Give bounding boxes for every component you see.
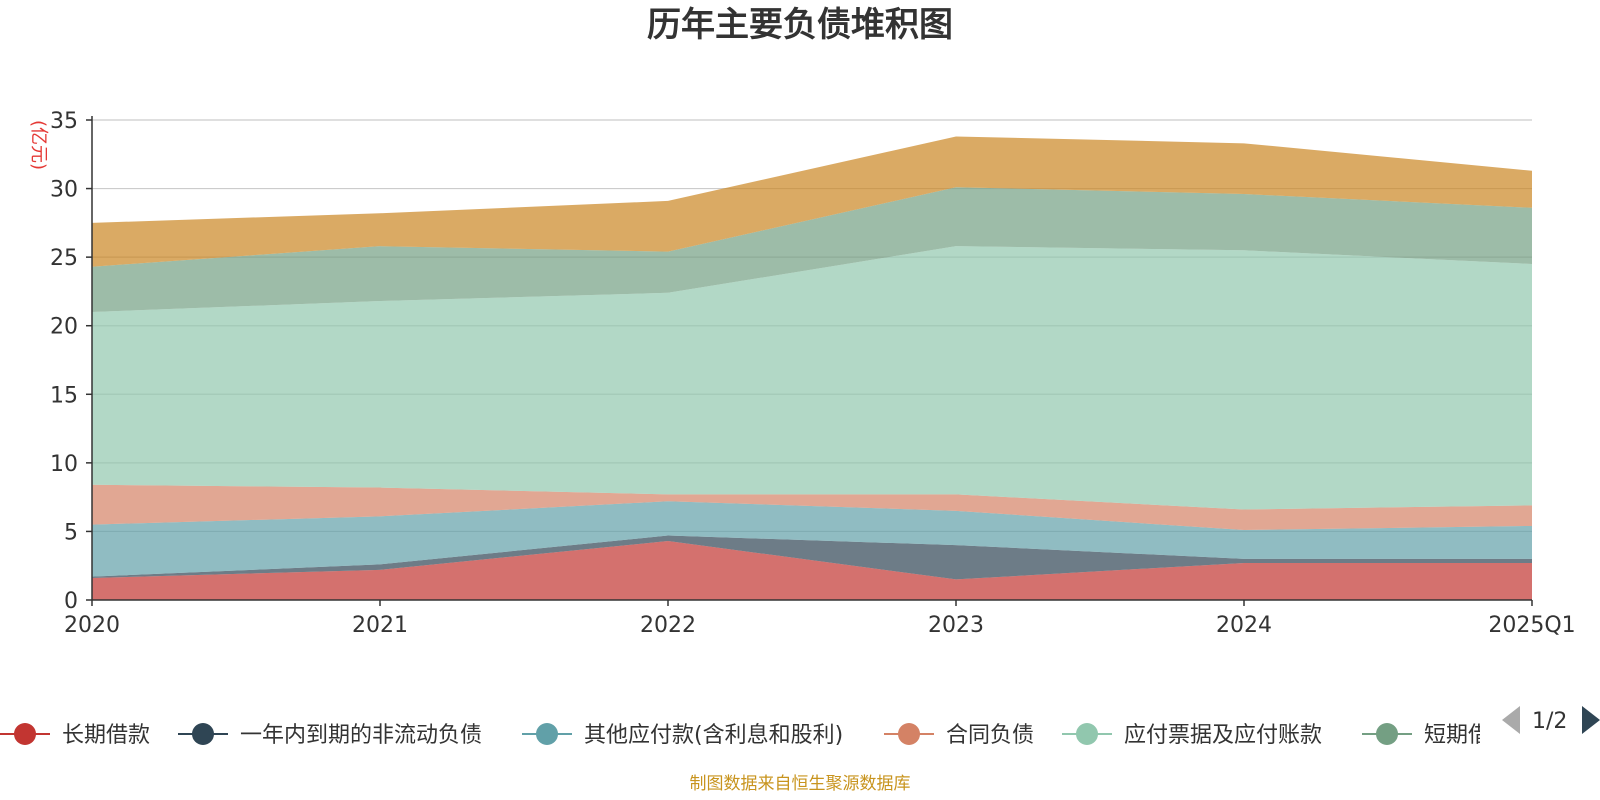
y-tick-label: 25 [50,246,78,271]
legend-page-indicator: 1/2 [1532,709,1567,734]
series-area-2 [92,501,1532,577]
axes: 0 5 10 15 20 25 30 35 2020 2021 2022 2023 2024 2025Q1 [50,109,1576,638]
legend-item[interactable]: 长期借款 [0,723,150,748]
legend-items: 长期借款 一年内到期的非流动负债 其他应付款(含利息和股利) 合同负债 应付票据及应付账… [0,723,1512,748]
legend-marker-icon [536,723,558,745]
series-area-4 [92,246,1532,510]
x-tick-label: 2025Q1 [1488,613,1575,638]
legend-label: 其他应付款(含利息和股利) [584,723,843,748]
x-tick-label: 2021 [352,613,408,638]
legend-next-page-icon[interactable] [1582,706,1600,734]
legend-label: 应付票据及应付账款 [1124,723,1322,748]
legend-marker-icon [898,723,920,745]
series-areas [92,136,1532,600]
legend-item[interactable]: 短期借款 [1362,723,1512,748]
series-area-3 [92,484,1532,531]
legend-marker-icon [14,723,36,745]
y-tick-label: 20 [50,315,78,340]
series-area-0 [92,541,1532,600]
x-tick-label: 2024 [1216,613,1272,638]
legend-item[interactable]: 合同负债 [884,723,1034,748]
y-tick-label: 0 [64,589,78,614]
series-area-6 [92,136,1532,267]
y-tick-label: 10 [50,452,78,477]
source-note: 制图数据来自恒生聚源数据库 [690,774,911,794]
legend-label: 长期借款 [62,723,150,748]
legend-item[interactable]: 应付票据及应付账款 [1062,723,1322,748]
legend-marker-icon [1076,723,1098,745]
legend-label: 一年内到期的非流动负债 [240,723,482,748]
legend-pager: 1/2 [1502,706,1600,734]
legend-item[interactable]: 一年内到期的非流动负债 [178,723,482,748]
x-tick-label: 2022 [640,613,696,638]
x-tick-label: 2023 [928,613,984,638]
x-tick-label: 2020 [64,613,120,638]
legend-label: 合同负债 [946,723,1034,748]
legend-marker-icon [1376,723,1398,745]
legend-marker-icon [192,723,214,745]
legend-prev-page-icon[interactable] [1502,706,1520,734]
y-tick-label: 15 [50,383,78,408]
legend-label: 短期借款 [1424,723,1512,748]
legend-item[interactable]: 其他应付款(含利息和股利) [522,723,843,748]
chart-title: 历年主要负债堆积图 [647,5,953,45]
legend[interactable]: 长期借款 一年内到期的非流动负债 其他应付款(含利息和股利) 合同负债 应付票据及应付账… [0,723,1512,748]
y-tick-label: 30 [50,178,78,203]
series-area-5 [92,187,1532,312]
y-axis-unit-label: (亿元) [28,120,49,170]
y-tick-label: 35 [50,109,78,134]
series-area-1 [92,535,1532,580]
y-tick-label: 5 [64,520,78,545]
